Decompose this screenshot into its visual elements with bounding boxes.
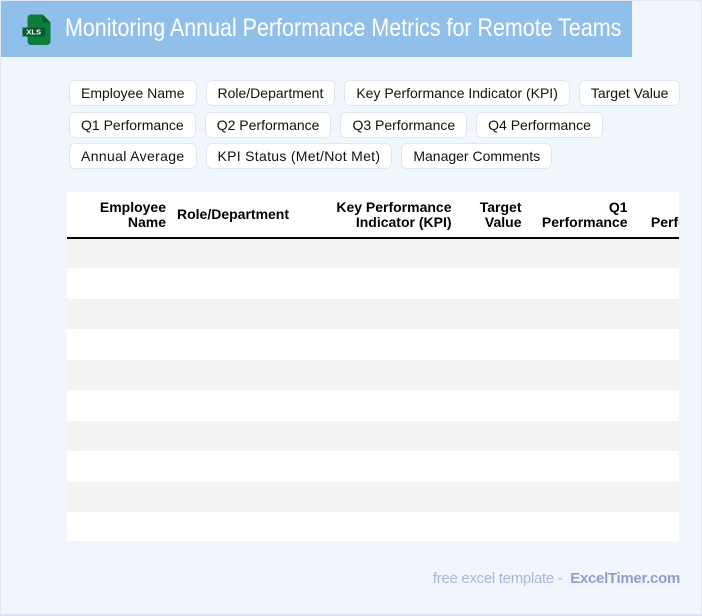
svg-text:XLS: XLS	[26, 28, 41, 37]
